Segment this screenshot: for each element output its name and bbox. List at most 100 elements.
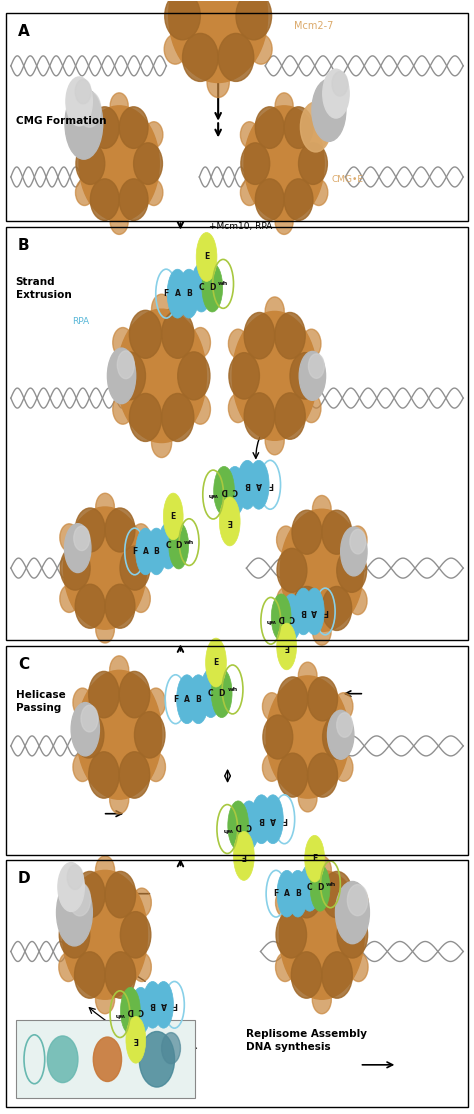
Circle shape bbox=[154, 981, 173, 1028]
Ellipse shape bbox=[129, 311, 162, 359]
Circle shape bbox=[126, 1016, 146, 1063]
Ellipse shape bbox=[67, 866, 83, 889]
Ellipse shape bbox=[279, 870, 364, 999]
Text: Replisome Assembly
DNA synthesis: Replisome Assembly DNA synthesis bbox=[246, 1029, 367, 1052]
Ellipse shape bbox=[263, 693, 281, 721]
Ellipse shape bbox=[75, 179, 93, 205]
Ellipse shape bbox=[240, 179, 258, 205]
Ellipse shape bbox=[69, 882, 91, 916]
Ellipse shape bbox=[322, 951, 352, 998]
Ellipse shape bbox=[132, 888, 151, 917]
Circle shape bbox=[191, 263, 212, 312]
Ellipse shape bbox=[190, 394, 210, 424]
Text: F: F bbox=[173, 695, 178, 704]
Ellipse shape bbox=[348, 587, 367, 615]
Ellipse shape bbox=[65, 88, 103, 159]
Ellipse shape bbox=[162, 1033, 181, 1064]
Circle shape bbox=[136, 528, 155, 575]
Circle shape bbox=[305, 836, 325, 882]
Ellipse shape bbox=[228, 393, 247, 422]
Ellipse shape bbox=[105, 508, 135, 553]
Ellipse shape bbox=[244, 313, 275, 359]
Ellipse shape bbox=[275, 208, 293, 234]
Ellipse shape bbox=[146, 688, 165, 717]
Circle shape bbox=[219, 497, 240, 546]
Ellipse shape bbox=[58, 862, 84, 911]
Ellipse shape bbox=[322, 586, 352, 631]
Ellipse shape bbox=[113, 328, 133, 358]
Ellipse shape bbox=[310, 179, 328, 205]
Ellipse shape bbox=[292, 951, 322, 998]
Bar bbox=[6, 12, 468, 222]
Text: B: B bbox=[150, 1000, 155, 1009]
Text: C: C bbox=[165, 541, 171, 550]
Ellipse shape bbox=[117, 310, 206, 442]
Text: D: D bbox=[219, 688, 225, 697]
Text: wh: wh bbox=[208, 492, 219, 497]
Ellipse shape bbox=[310, 121, 328, 148]
Ellipse shape bbox=[232, 312, 317, 440]
Circle shape bbox=[225, 467, 245, 516]
Circle shape bbox=[188, 675, 209, 724]
Ellipse shape bbox=[182, 33, 218, 81]
Ellipse shape bbox=[284, 107, 313, 148]
Ellipse shape bbox=[164, 0, 201, 40]
Ellipse shape bbox=[81, 705, 98, 732]
Ellipse shape bbox=[312, 985, 331, 1014]
Ellipse shape bbox=[241, 143, 270, 185]
Text: D: D bbox=[127, 1006, 134, 1015]
Ellipse shape bbox=[207, 68, 229, 98]
Circle shape bbox=[120, 987, 140, 1034]
Ellipse shape bbox=[275, 952, 295, 981]
Ellipse shape bbox=[119, 107, 148, 148]
Text: A: A bbox=[18, 23, 30, 39]
Circle shape bbox=[179, 270, 199, 319]
Circle shape bbox=[146, 528, 166, 575]
Ellipse shape bbox=[164, 35, 186, 65]
Ellipse shape bbox=[236, 0, 272, 40]
Ellipse shape bbox=[76, 143, 105, 185]
Ellipse shape bbox=[298, 662, 317, 690]
Text: F: F bbox=[164, 290, 169, 299]
Ellipse shape bbox=[91, 107, 119, 148]
Circle shape bbox=[271, 594, 291, 641]
Text: C: C bbox=[199, 283, 204, 292]
Text: F: F bbox=[323, 607, 328, 616]
Circle shape bbox=[214, 467, 235, 516]
Text: C: C bbox=[246, 821, 252, 830]
Ellipse shape bbox=[228, 329, 247, 358]
Text: D: D bbox=[221, 487, 227, 496]
Text: E: E bbox=[204, 253, 209, 262]
Text: F: F bbox=[172, 1000, 177, 1009]
Text: D: D bbox=[18, 871, 30, 887]
Ellipse shape bbox=[322, 871, 352, 918]
Text: A: A bbox=[270, 814, 276, 823]
Text: Mcm2-7: Mcm2-7 bbox=[293, 21, 333, 31]
Ellipse shape bbox=[77, 671, 162, 799]
Ellipse shape bbox=[108, 348, 136, 403]
Ellipse shape bbox=[71, 703, 100, 756]
Ellipse shape bbox=[134, 143, 163, 185]
Text: D: D bbox=[278, 613, 284, 622]
Ellipse shape bbox=[275, 92, 293, 119]
Text: Helicase
Passing: Helicase Passing bbox=[16, 691, 65, 713]
Ellipse shape bbox=[146, 753, 165, 782]
Ellipse shape bbox=[337, 911, 368, 958]
Ellipse shape bbox=[79, 106, 159, 222]
Text: E: E bbox=[284, 642, 289, 651]
Ellipse shape bbox=[109, 784, 129, 813]
Ellipse shape bbox=[119, 672, 150, 717]
Ellipse shape bbox=[74, 951, 105, 998]
Ellipse shape bbox=[47, 1036, 78, 1083]
Text: B: B bbox=[195, 695, 201, 704]
Bar bbox=[16, 1020, 195, 1098]
Text: C: C bbox=[307, 883, 312, 892]
Circle shape bbox=[234, 831, 254, 880]
Ellipse shape bbox=[110, 92, 128, 119]
Ellipse shape bbox=[341, 527, 367, 576]
Ellipse shape bbox=[78, 91, 101, 127]
Text: A: A bbox=[161, 1000, 166, 1009]
Text: A: A bbox=[174, 290, 181, 299]
Ellipse shape bbox=[169, 0, 268, 82]
Text: B: B bbox=[301, 607, 306, 616]
